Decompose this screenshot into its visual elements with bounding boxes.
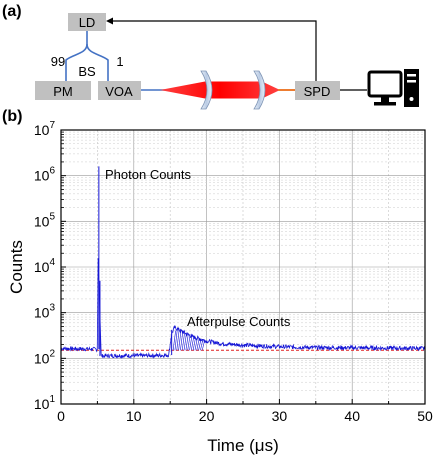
y-tick-label: 103 [34, 303, 56, 321]
x-tick-label: 0 [57, 408, 65, 424]
afterpulse-hatch [174, 327, 178, 351]
chart-series-layer [60, 166, 426, 360]
trigger-arrowhead [106, 17, 113, 25]
laser-beam [160, 81, 280, 99]
counts-trace [60, 258, 426, 360]
setup-diagram: (a) LD 99 BS 1 PM VOA [2, 3, 419, 110]
afterpulse-hatch [187, 334, 191, 351]
split-ratio-left: 99 [51, 54, 65, 69]
lens-left [200, 70, 213, 110]
afterpulse-hatch [196, 337, 200, 351]
y-tick-label: 106 [34, 166, 56, 184]
x-tick-label: 50 [417, 408, 433, 424]
pm-box [35, 81, 91, 100]
fiber-to-voa [86, 43, 109, 84]
counts-chart: (b) 0 10 20 30 40 50 101 102 103 104 105 106 107 Pho… [2, 108, 433, 455]
chart-frame [60, 129, 426, 405]
afterpulse-hatch [200, 339, 204, 351]
chart-grid [61, 130, 425, 404]
afterpulse-hatch [201, 339, 206, 351]
afterpulse-counts-annotation: Afterpulse Counts [187, 314, 291, 329]
afterpulse-hatch [191, 336, 195, 351]
y-tick-label: 101 [34, 394, 56, 412]
afterpulse-hatch [172, 330, 176, 351]
afterpulse-hatch [183, 332, 187, 351]
trigger-line [110, 20, 317, 81]
panel-a-label: (a) [2, 3, 22, 20]
bs-label: BS [78, 64, 96, 79]
voa-label: VOA [105, 84, 133, 99]
afterpulse-hatch [194, 337, 198, 351]
afterpulse-hatch [189, 335, 193, 351]
panel-b-label: (b) [2, 108, 22, 125]
afterpulse-hatch [180, 330, 184, 351]
y-tick-label: 105 [34, 211, 56, 229]
split-ratio-right: 1 [116, 54, 123, 69]
spd-box [295, 81, 340, 100]
x-tick-label: 40 [344, 408, 360, 424]
x-tick-label: 20 [199, 408, 215, 424]
y-tick-label: 107 [34, 120, 56, 138]
y-tick-label: 104 [34, 257, 56, 275]
pm-label: PM [53, 84, 73, 99]
x-tick-label: 10 [126, 408, 142, 424]
photon-counts-annotation: Photon Counts [105, 167, 192, 182]
afterpulse-hatch [198, 338, 202, 351]
ld-box [68, 13, 106, 31]
spd-label: SPD [304, 84, 331, 99]
chart-ticks: 0 10 20 30 40 50 101 102 103 104 105 106 107 [34, 120, 433, 424]
x-tick-label: 30 [272, 408, 288, 424]
afterpulse-hatch [181, 331, 186, 351]
desktop-computer-icon [367, 69, 419, 107]
lens-right [253, 70, 266, 110]
voa-box [98, 81, 141, 100]
y-tick-label: 102 [34, 348, 56, 366]
afterpulse-hatch [178, 329, 182, 351]
afterpulse-hatch [192, 336, 196, 351]
afterpulse-hatch [185, 333, 189, 351]
afterpulse-hatch [176, 328, 180, 351]
ld-label: LD [79, 15, 96, 30]
x-axis-title: Time (μs) [207, 436, 279, 455]
y-axis-title: Counts [7, 240, 26, 294]
